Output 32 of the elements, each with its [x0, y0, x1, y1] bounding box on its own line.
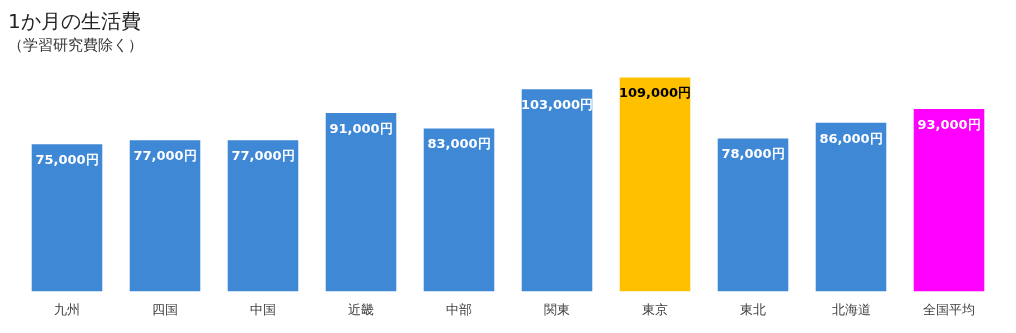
- x-tick-label: 九州: [54, 301, 80, 317]
- bar: [717, 138, 789, 292]
- data-label: 77,000円: [133, 148, 197, 164]
- bar: [815, 122, 887, 292]
- chart-subtitle: （学習研究費除く）: [8, 35, 144, 56]
- data-label: 75,000円: [35, 152, 99, 168]
- bar: [227, 140, 299, 292]
- data-label: 78,000円: [721, 146, 785, 162]
- bar: [129, 140, 201, 292]
- data-label: 93,000円: [917, 116, 981, 132]
- x-tick-label: 中部: [446, 301, 472, 317]
- x-tick-label: 関東: [544, 301, 570, 317]
- x-tick-label: 全国平均: [923, 301, 975, 317]
- x-tick-label: 東北: [740, 301, 766, 317]
- bar: [619, 77, 691, 292]
- x-tick-label: 近畿: [348, 301, 374, 317]
- bar: [521, 89, 593, 292]
- data-label: 77,000円: [231, 148, 295, 164]
- bar: [31, 144, 103, 292]
- data-label: 103,000円: [520, 97, 594, 113]
- data-label: 91,000円: [329, 120, 393, 136]
- bar: [913, 108, 985, 292]
- x-tick-label: 四国: [152, 301, 178, 317]
- x-tick-label: 東京: [642, 301, 668, 317]
- data-label: 109,000円: [618, 85, 692, 101]
- x-tick-label: 北海道: [831, 301, 871, 317]
- chart-title: 1か月の生活費: [8, 8, 142, 34]
- x-tick-label: 中国: [250, 301, 276, 317]
- data-label: 86,000円: [819, 130, 883, 146]
- bar: [423, 128, 495, 292]
- bar: [325, 112, 397, 292]
- data-label: 83,000円: [427, 136, 491, 152]
